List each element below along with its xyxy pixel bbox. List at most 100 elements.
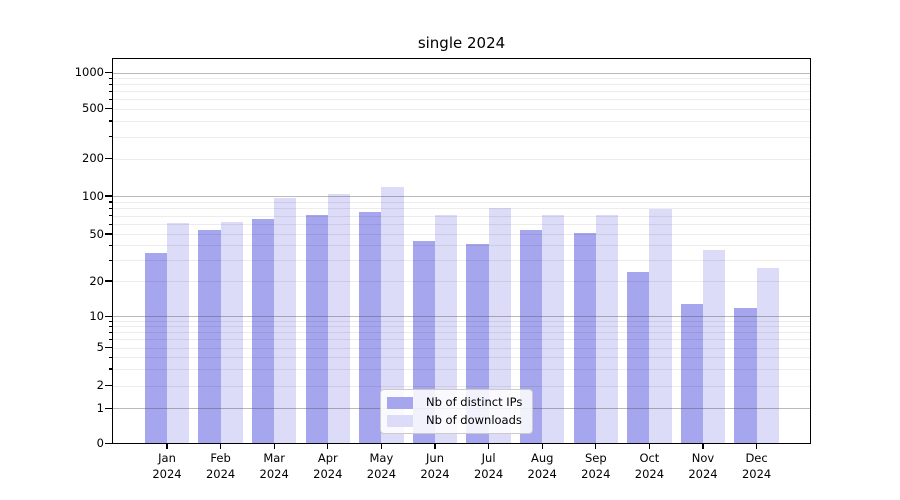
y-minor-tick-mark [108,223,112,225]
gridline-minor [112,234,811,235]
y-minor-tick-mark [108,98,112,101]
x-tick-mark [702,444,704,449]
x-tick-mark [327,444,329,449]
x-tick-label: Feb 2024 [205,451,236,481]
legend-item-downloads: Nb of downloads [387,414,522,427]
x-tick-mark [487,444,490,449]
bar-distinct-ips [627,272,650,444]
legend-label-distinct-ips: Nb of distinct IPs [426,395,523,409]
y-minor-tick-mark [108,83,112,86]
gridline-minor [112,108,811,110]
y-minor-tick-mark [108,136,112,138]
gridline-minor [112,245,811,247]
y-tick-mark [105,280,112,282]
y-tick-mark [105,158,112,160]
y-tick-label: 0 [96,436,104,450]
y-tick-mark [105,108,112,110]
gridline-minor [112,281,811,282]
x-tick-label: Dec 2024 [741,451,772,481]
y-tick-mark [105,72,112,74]
bar-distinct-ips [144,253,167,444]
y-minor-tick-mark [108,207,112,210]
gridline-minor [112,339,811,341]
x-tick-mark [380,444,383,449]
y-minor-tick-mark [108,259,112,261]
bar-downloads [542,215,565,444]
gridline-minor [112,201,811,203]
gridline-minor [112,120,811,122]
y-tick-mark [105,407,112,409]
y-tick-mark [105,195,112,197]
bar-downloads [756,268,779,444]
x-tick-label: Apr 2024 [313,451,343,481]
y-minor-tick-mark [108,77,112,79]
y-tick-label: 1 [96,400,104,415]
bar-downloads [435,214,458,444]
gridline-major [112,72,811,74]
bar-downloads [595,214,619,444]
y-tick-label: 50 [89,226,104,241]
y-minor-tick-mark [108,356,112,358]
x-tick-label: Jun 2024 [420,451,450,481]
x-tick-mark [755,444,758,449]
gridline-major [112,196,811,197]
x-tick-mark [648,444,651,449]
bar-distinct-ips [305,214,328,444]
gridline-minor [112,357,811,359]
y-tick-mark [105,233,112,235]
y-minor-tick-mark [108,215,112,217]
bar-downloads [274,198,297,444]
y-minor-tick-mark [108,320,112,322]
y-minor-tick-mark [108,244,112,247]
y-tick-mark [105,385,112,387]
y-tick-label: 200 [82,151,104,166]
legend-swatch-distinct-ips [387,396,413,409]
y-tick-mark [105,442,112,445]
y-tick-label: 100 [82,188,104,203]
bar-downloads [220,222,243,444]
gridline-minor [112,224,811,225]
gridline-minor [112,326,811,328]
legend-label-downloads: Nb of downloads [426,413,522,427]
bar-downloads [649,208,672,444]
x-tick-label: May 2024 [366,451,397,481]
bar-distinct-ips [359,211,382,444]
gridline-minor [112,84,811,86]
y-minor-tick-mark [108,90,112,93]
y-minor-tick-mark [108,201,112,203]
bar-downloads [167,222,190,444]
x-tick-mark [166,444,168,449]
chart-title: single 2024 [417,34,506,52]
x-tick-label: Mar 2024 [259,451,289,481]
y-tick-mark [105,347,112,349]
gridline-minor [112,347,811,349]
x-tick-label: Oct 2024 [634,451,665,481]
plot-area [112,58,811,444]
bar-distinct-ips [734,307,757,444]
y-minor-tick-mark [108,120,112,122]
x-tick-label: Sep 2024 [581,451,611,481]
legend: Nb of distinct IPs Nb of downloads [380,389,534,434]
y-tick-mark [105,315,112,317]
bar-distinct-ips [573,232,596,444]
y-minor-tick-mark [108,331,112,334]
bar-downloads [703,250,726,444]
bar-distinct-ips [680,303,703,444]
bar-distinct-ips [251,218,275,444]
legend-swatch-downloads [387,414,413,427]
gridline-minor [112,385,811,387]
gridline-minor [112,99,811,101]
x-tick-mark [541,444,543,449]
gridline-major [112,316,811,318]
gridline-minor [112,208,811,210]
y-tick-label: 2 [96,378,104,393]
gridline-minor [112,91,811,93]
legend-item-distinct-ips: Nb of distinct IPs [387,396,522,409]
x-tick-mark [595,444,597,449]
y-minor-tick-mark [108,338,112,341]
x-tick-mark [219,444,222,449]
bar-downloads [381,186,404,444]
x-tick-label: Jan 2024 [152,451,182,481]
gridline-minor [112,215,811,217]
